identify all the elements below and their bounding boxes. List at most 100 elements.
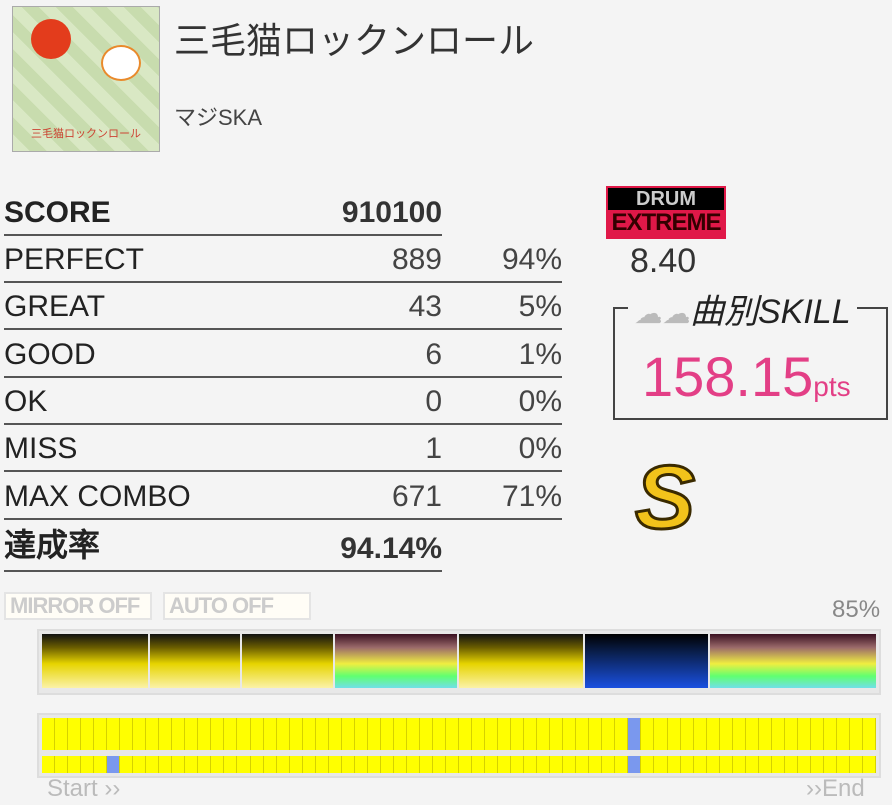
progress-cell bbox=[94, 718, 108, 750]
progress-cell bbox=[862, 756, 876, 773]
progress-cell bbox=[341, 756, 355, 773]
progress-cell bbox=[198, 718, 212, 750]
progress-cell bbox=[797, 718, 811, 750]
progress-cell bbox=[419, 756, 433, 773]
result-percent-cell: 71% bbox=[442, 473, 562, 520]
progress-cell bbox=[328, 756, 342, 773]
progress-cell bbox=[498, 718, 512, 750]
difficulty-name: EXTREME bbox=[611, 209, 721, 236]
progress-cell bbox=[445, 756, 459, 773]
progress-cell bbox=[393, 756, 407, 773]
progress-cell bbox=[250, 756, 264, 773]
skill-number: 158.15 bbox=[642, 345, 814, 408]
progress-cell bbox=[81, 718, 95, 750]
progress-cell bbox=[172, 718, 186, 750]
progress-cell bbox=[432, 756, 446, 773]
progress-cell bbox=[576, 756, 590, 773]
progress-cell bbox=[445, 718, 459, 750]
progress-cell bbox=[732, 718, 746, 750]
section-yellow bbox=[241, 634, 333, 688]
progress-cell bbox=[862, 718, 876, 750]
progress-cell bbox=[784, 756, 798, 773]
progress-cell bbox=[576, 718, 590, 750]
progress-cell bbox=[563, 756, 577, 773]
progress-cell bbox=[159, 756, 173, 773]
progress-cell bbox=[315, 756, 329, 773]
progress-cell bbox=[302, 756, 316, 773]
progress-cell bbox=[615, 718, 629, 750]
progress-cell bbox=[367, 756, 381, 773]
progress-cell bbox=[302, 718, 316, 750]
progress-cell bbox=[263, 756, 277, 773]
result-percent: 94% bbox=[501, 243, 562, 276]
result-percent: 0% bbox=[518, 432, 562, 466]
score-value: 910100 bbox=[341, 196, 442, 229]
progress-cell bbox=[459, 718, 473, 750]
song-title: 三毛猫ロックンロール bbox=[174, 20, 535, 61]
result-percent-cell: 0% bbox=[442, 425, 562, 473]
progress-cell bbox=[55, 756, 69, 773]
result-count: 889 bbox=[391, 243, 442, 276]
progress-cell bbox=[615, 756, 629, 773]
progress-cell bbox=[693, 756, 707, 773]
result-row: GOOD 6 bbox=[4, 331, 442, 378]
progress-cell bbox=[836, 718, 850, 750]
rank-s-crown-icon: S bbox=[634, 448, 697, 548]
progress-cell bbox=[680, 718, 694, 750]
skill-value: 158.15pts bbox=[642, 344, 851, 409]
result-percent: 71% bbox=[501, 479, 562, 513]
score-row: SCORE 910100 bbox=[4, 189, 442, 236]
progress-cell bbox=[42, 718, 56, 750]
progress-cell bbox=[485, 756, 499, 773]
result-count: 0 bbox=[425, 384, 442, 418]
progress-cell bbox=[836, 756, 850, 773]
progress-cell bbox=[732, 756, 746, 773]
progress-cell bbox=[211, 756, 225, 773]
skill-unit: pts bbox=[813, 371, 851, 402]
progress-cell bbox=[498, 756, 512, 773]
result-label: OK bbox=[4, 384, 48, 418]
progress-cell bbox=[589, 756, 603, 773]
progress-cell bbox=[185, 718, 199, 750]
progress-cell-miss bbox=[107, 756, 121, 773]
progress-cell bbox=[563, 718, 577, 750]
skill-label-prefix: 曲別 bbox=[690, 293, 758, 331]
progress-cell bbox=[120, 756, 134, 773]
skill-label: ☁☁曲別SKILL bbox=[628, 284, 857, 333]
progress-cell bbox=[341, 718, 355, 750]
progress-cell bbox=[693, 718, 707, 750]
result-percent: 0% bbox=[518, 384, 562, 418]
progress-cell bbox=[667, 756, 681, 773]
progress-cell bbox=[680, 756, 694, 773]
progress-cell bbox=[237, 718, 251, 750]
progress-cell bbox=[146, 718, 160, 750]
result-count: 671 bbox=[391, 479, 442, 513]
progress-cell bbox=[667, 718, 681, 750]
progress-cell bbox=[224, 718, 238, 750]
progress-cell bbox=[719, 718, 733, 750]
progress-cell bbox=[172, 756, 186, 773]
progress-cell bbox=[758, 718, 772, 750]
progress-cell bbox=[159, 718, 173, 750]
gauge-percent: 85% bbox=[832, 596, 881, 623]
jacket-girl-illustration bbox=[31, 19, 71, 59]
progress-cell bbox=[654, 718, 668, 750]
jacket-cat-illustration bbox=[101, 45, 141, 81]
progress-cell bbox=[250, 718, 264, 750]
progress-cell bbox=[784, 718, 798, 750]
progress-cell bbox=[42, 756, 56, 773]
result-percent: 1% bbox=[518, 337, 562, 371]
result-label: MISS bbox=[4, 432, 78, 466]
progress-cell bbox=[524, 756, 538, 773]
progress-cell bbox=[185, 756, 199, 773]
auto-option-badge: AUTO OFF bbox=[163, 592, 311, 620]
progress-chart bbox=[37, 713, 881, 778]
progress-cell bbox=[706, 756, 720, 773]
section-yellow bbox=[459, 634, 584, 688]
progress-cell bbox=[406, 756, 420, 773]
result-percent-cell: 94% bbox=[442, 236, 562, 283]
progress-cell bbox=[459, 756, 473, 773]
progress-cell bbox=[315, 718, 329, 750]
progress-cell bbox=[107, 718, 121, 750]
progress-cell bbox=[745, 718, 759, 750]
